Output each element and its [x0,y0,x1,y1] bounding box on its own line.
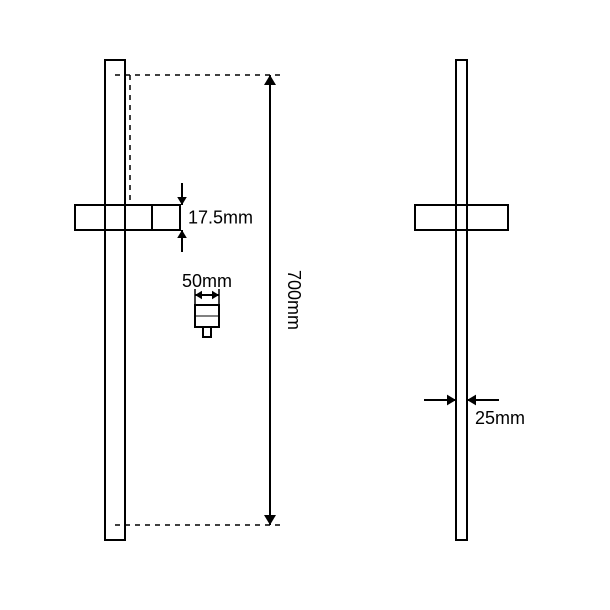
dim-label-700: 700mm [284,270,304,330]
front-bracket [75,205,180,230]
dim-label-17-5: 17.5mm [188,208,253,228]
connector-stem [203,327,211,337]
dim-label-25: 25mm [475,408,525,428]
dim-label-50: 50mm [182,271,232,291]
side-rail [456,60,467,540]
side-bracket [415,205,508,230]
front-rail [105,60,125,540]
